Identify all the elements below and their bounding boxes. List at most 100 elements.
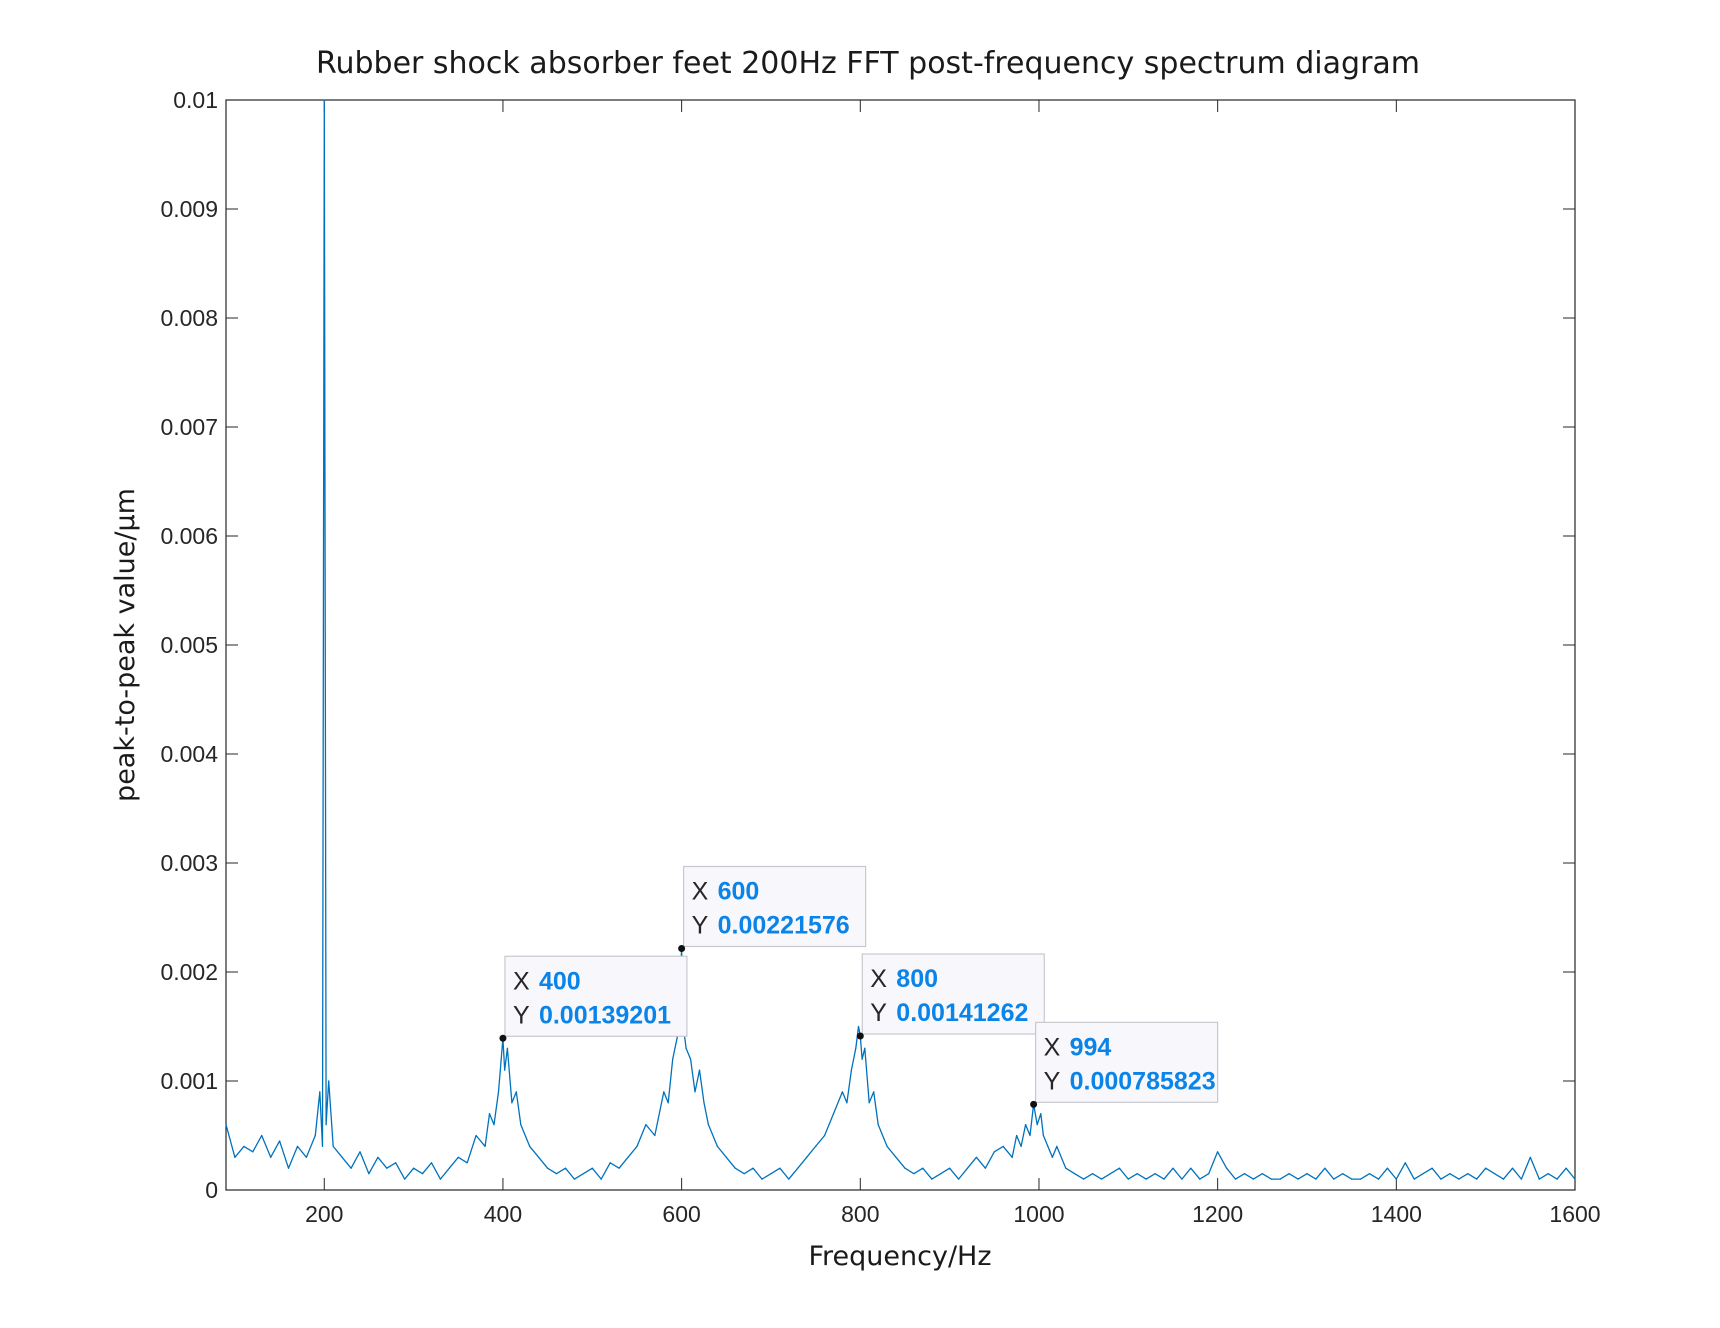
data-point bbox=[703, 1102, 705, 1104]
datatip-box bbox=[1035, 1021, 1219, 1103]
x-tick-label: 1600 bbox=[1549, 1201, 1600, 1227]
x-axis-label: Frequency/Hz bbox=[808, 1241, 991, 1272]
y-tick-label: 0.01 bbox=[173, 87, 218, 113]
data-point bbox=[676, 1036, 678, 1038]
data-point bbox=[1181, 1178, 1183, 1180]
data-point bbox=[296, 1145, 299, 1147]
data-point bbox=[806, 1156, 808, 1158]
datatip-key: X bbox=[692, 877, 709, 905]
data-point bbox=[913, 1173, 915, 1175]
datatip-marker bbox=[499, 1034, 507, 1042]
data-point bbox=[779, 1167, 781, 1169]
datatip[interactable]: X 600 Y 0.00221576 bbox=[678, 865, 867, 952]
data-point bbox=[698, 1069, 701, 1071]
data-point bbox=[504, 1069, 506, 1071]
data-point bbox=[1091, 1173, 1094, 1175]
data-point bbox=[1047, 1145, 1049, 1147]
data-point bbox=[547, 1167, 549, 1169]
data-point bbox=[846, 1102, 848, 1104]
data-point bbox=[1324, 1167, 1326, 1169]
data-point bbox=[627, 1156, 629, 1158]
datatip-marker bbox=[856, 1032, 864, 1040]
data-point bbox=[328, 1080, 330, 1082]
data-point bbox=[609, 1162, 611, 1164]
data-point bbox=[591, 1167, 593, 1169]
data-point bbox=[457, 1156, 459, 1158]
data-point bbox=[1511, 1167, 1514, 1169]
data-point bbox=[743, 1173, 745, 1175]
data-point bbox=[600, 1178, 602, 1180]
data-point bbox=[752, 1167, 754, 1169]
data-point bbox=[949, 1167, 951, 1169]
data-point bbox=[1040, 1113, 1042, 1115]
data-point bbox=[421, 1173, 424, 1175]
data-point bbox=[1359, 1178, 1362, 1180]
data-point bbox=[582, 1173, 584, 1175]
data-point bbox=[305, 1156, 308, 1158]
x-tick-label: 1000 bbox=[1013, 1201, 1064, 1227]
data-point bbox=[448, 1167, 450, 1169]
data-point bbox=[940, 1173, 942, 1175]
data-point bbox=[439, 1178, 442, 1180]
datatip-key: X bbox=[513, 967, 530, 995]
data-point bbox=[823, 1134, 826, 1137]
data-point bbox=[529, 1145, 531, 1147]
data-point bbox=[1154, 1173, 1156, 1175]
data-point bbox=[873, 1091, 875, 1093]
data-point bbox=[1002, 1145, 1004, 1147]
data-point bbox=[689, 1058, 692, 1060]
data-point bbox=[1136, 1173, 1138, 1175]
data-point bbox=[488, 1113, 491, 1115]
y-tick-label: 0 bbox=[205, 1177, 218, 1203]
data-point bbox=[1051, 1156, 1053, 1158]
data-point bbox=[1431, 1167, 1433, 1169]
datatip[interactable]: X 800 Y 0.00141262 bbox=[856, 953, 1045, 1040]
x-tick-label: 400 bbox=[484, 1201, 522, 1227]
data-point bbox=[770, 1173, 772, 1175]
data-point bbox=[1243, 1173, 1246, 1175]
data-point bbox=[1306, 1173, 1308, 1175]
data-point bbox=[1404, 1162, 1406, 1164]
data-point bbox=[515, 1091, 517, 1093]
data-point bbox=[957, 1178, 960, 1180]
datatip[interactable]: X 400 Y 0.00139201 bbox=[499, 955, 688, 1042]
data-point bbox=[1547, 1173, 1549, 1175]
data-point bbox=[1042, 1134, 1045, 1137]
data-point bbox=[672, 1058, 674, 1060]
data-point bbox=[1036, 1124, 1038, 1126]
y-tick-label: 0.007 bbox=[160, 414, 218, 440]
datatip-value: 0.000785823 bbox=[1070, 1067, 1216, 1095]
data-point bbox=[1377, 1178, 1380, 1180]
data-point bbox=[564, 1167, 567, 1169]
data-point bbox=[1118, 1167, 1120, 1169]
data-point bbox=[1520, 1178, 1522, 1180]
data-point bbox=[716, 1145, 718, 1147]
data-point bbox=[1163, 1178, 1165, 1180]
datatip-key: X bbox=[1044, 1033, 1061, 1061]
data-point bbox=[841, 1091, 844, 1093]
x-tick-label: 1200 bbox=[1192, 1201, 1243, 1227]
data-point bbox=[861, 1058, 863, 1060]
data-point bbox=[984, 1167, 986, 1169]
data-point bbox=[368, 1173, 370, 1175]
data-point bbox=[1502, 1178, 1505, 1180]
data-point bbox=[538, 1156, 540, 1158]
data-point bbox=[886, 1145, 888, 1147]
data-point bbox=[864, 1047, 866, 1049]
data-point bbox=[1395, 1178, 1397, 1180]
data-point bbox=[815, 1145, 817, 1147]
data-point bbox=[243, 1145, 245, 1147]
data-point bbox=[1556, 1178, 1558, 1180]
x-tick-label: 1400 bbox=[1371, 1201, 1422, 1227]
data-point bbox=[497, 1091, 500, 1093]
data-point bbox=[430, 1162, 433, 1164]
data-point bbox=[1297, 1178, 1299, 1180]
data-point bbox=[1024, 1124, 1027, 1126]
data-point bbox=[1261, 1173, 1263, 1175]
datatip[interactable]: X 994 Y 0.000785823 bbox=[1030, 1021, 1219, 1108]
data-point bbox=[1467, 1173, 1469, 1175]
data-point bbox=[506, 1047, 509, 1049]
data-point bbox=[1440, 1178, 1442, 1180]
data-point bbox=[663, 1091, 665, 1093]
